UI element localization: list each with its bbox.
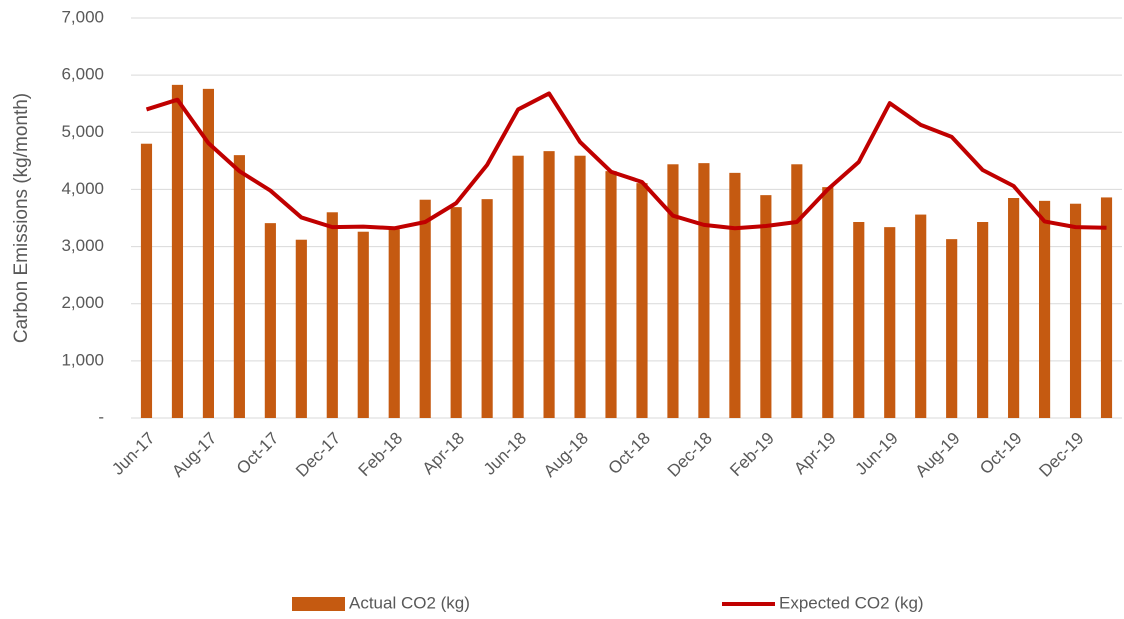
legend-swatch [292,597,345,611]
x-tick-label: Apr-19 [790,429,840,479]
bar [1039,200,1051,418]
bar [667,164,679,418]
bar [884,227,896,418]
y-tick-label: 1,000 [61,350,104,369]
x-tick-label: Dec-19 [1035,429,1087,481]
bar [1100,197,1113,418]
x-tick-label: Oct-19 [976,429,1026,479]
x-tick-label: Apr-18 [419,429,469,479]
bar [822,187,834,418]
bar [264,223,276,418]
bar [388,229,400,418]
y-tick-label: 4,000 [61,179,104,198]
y-tick-label: 3,000 [61,236,104,255]
x-tick-label: Oct-17 [233,429,283,479]
bar [977,222,989,418]
bar [698,163,710,418]
bar [171,84,184,418]
line [145,91,1107,231]
bar [915,214,927,418]
bar [419,199,431,418]
bar [760,195,772,418]
legend-label: Actual CO2 (kg) [349,593,470,612]
bar [233,155,245,418]
bar [853,222,865,418]
bar [512,155,524,418]
y-tick-label: 5,000 [61,122,104,141]
x-tick-label: Dec-18 [664,429,716,481]
x-tick-label: Jun-18 [480,429,530,479]
bar [202,88,214,418]
x-tick-label: Jun-19 [852,429,902,479]
bar [574,155,586,418]
bar [791,164,803,418]
bar [1008,198,1020,418]
legend-label: Expected CO2 (kg) [779,593,924,612]
bar [450,207,462,418]
x-tick-label: Aug-18 [540,429,592,481]
bar [295,239,307,418]
bar [605,171,617,418]
bar [729,172,741,418]
bar [481,199,493,418]
x-tick-label: Aug-17 [168,429,220,481]
bar [636,183,648,418]
y-tick-label: 6,000 [61,65,104,84]
y-axis-label: Carbon Emissions (kg/month) [11,93,32,343]
x-tick-label: Aug-19 [911,429,963,481]
x-tick-label: Feb-18 [355,429,407,481]
x-tick-label: Dec-17 [292,429,344,481]
x-tick-label: Oct-18 [604,429,654,479]
x-tick-label: Feb-19 [726,429,778,481]
y-tick-label: 2,000 [61,293,104,312]
bar [140,143,153,418]
bar [357,231,369,418]
y-tick-label: - [98,407,104,426]
bar [946,239,958,418]
x-tick-label: Jun-17 [108,429,158,479]
y-tick-label: 7,000 [61,7,104,26]
bar [543,151,555,418]
bar [1069,203,1082,418]
bar [326,212,338,418]
